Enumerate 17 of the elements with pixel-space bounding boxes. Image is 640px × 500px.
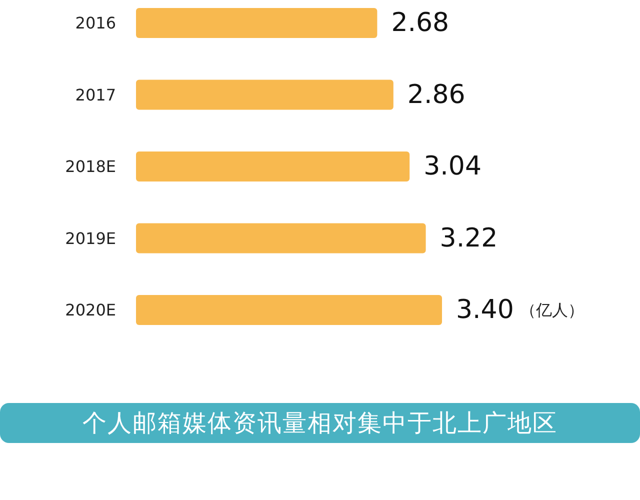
data-label: 2.86 xyxy=(407,80,466,110)
banner: 个人邮箱媒体资讯量相对集中于北上广地区 xyxy=(0,403,640,443)
bar xyxy=(136,80,394,110)
bar xyxy=(136,8,378,38)
text: （亿人） xyxy=(520,300,584,320)
bar xyxy=(136,223,426,254)
y-tick-label: 2019E xyxy=(65,228,116,248)
data-label: 3.04 xyxy=(424,152,482,182)
data-label: 3.22 xyxy=(440,223,498,254)
y-tick-label: 2020E xyxy=(65,300,116,320)
bar xyxy=(136,295,442,325)
bar xyxy=(136,152,410,182)
y-tick-label: 2018E xyxy=(65,157,116,176)
y-tick-label: 2016 xyxy=(75,14,116,32)
y-tick-label: 2017 xyxy=(75,85,116,104)
data-label: 3.40 xyxy=(456,295,514,325)
data-label: 2.68 xyxy=(391,8,450,38)
